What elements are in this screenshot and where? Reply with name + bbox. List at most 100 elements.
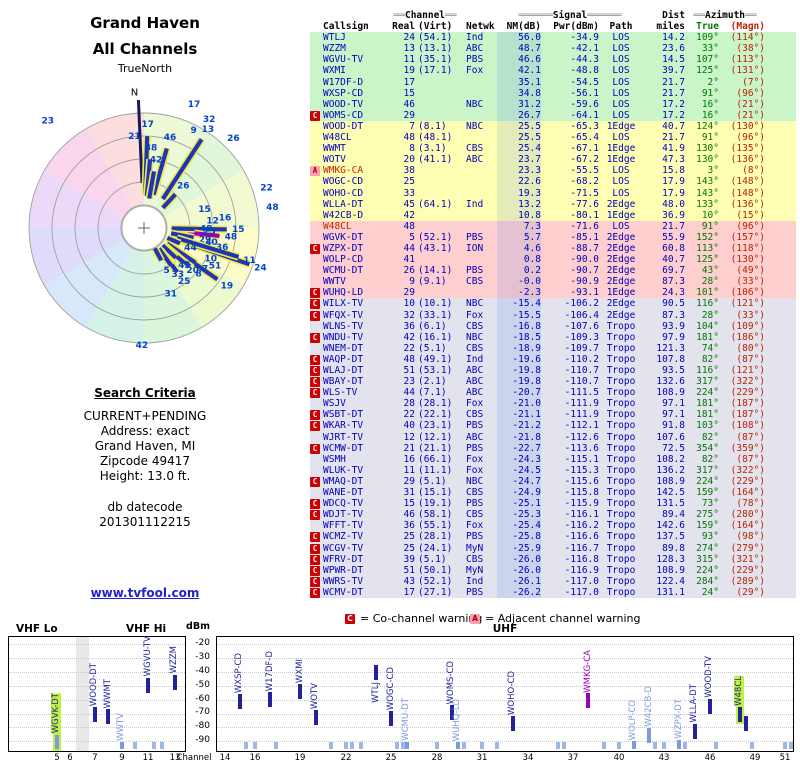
real-channel-cell: 46 [403, 98, 415, 110]
azimuth-magn-cell: (130°) [730, 254, 765, 266]
nm-db-cell: -18.9 [497, 342, 541, 354]
nm-db-cell: -26.0 [497, 564, 541, 576]
dbm-axis-tick: -70 [195, 707, 210, 717]
network-cell: PBS [466, 531, 484, 543]
channel-tick: 46 [704, 753, 716, 763]
callsign-cell: WCMV-DT [323, 586, 364, 598]
grid-line [9, 657, 185, 659]
nm-db-cell: -21.8 [497, 431, 541, 443]
callsign-cell: WOLP-CD [323, 254, 364, 266]
azimuth-magn-cell: (106°) [730, 287, 765, 299]
channel-number-label: 31 [164, 290, 177, 300]
real-channel-cell: 16 [403, 453, 415, 465]
nm-db-cell: -24.9 [497, 487, 541, 499]
network-cell: ABC [466, 376, 484, 388]
distance-cell: 15.8 [662, 165, 685, 177]
adjacent-channel-warning-icon: A [310, 166, 320, 177]
chart-bar-label: WZPX-DT [673, 698, 684, 739]
tvfool-link[interactable]: www.tvfool.com [90, 586, 200, 600]
table-row: WGVK-DT 5 (52.1) PBS 5.7 -85.1 2Edge 55.9 152° (1… [310, 231, 796, 243]
path-cell: LOS [612, 76, 630, 88]
uhf-signal-chart: WTLJ WXMI W17DF-D WXSP-CD WOOD-TV WOMS-CD W48C… [216, 636, 794, 752]
co-channel-warning-text: = Co-channel warning [360, 612, 483, 625]
table-header-row-1: ══Channel══ ══════Signal══════ Dist ══Azimu… [310, 10, 796, 21]
azimuth-magn-cell: (78°) [736, 498, 765, 510]
report-title: Grand Haven All Channels [35, 10, 255, 62]
power-dbm-cell: -115.3 [564, 464, 599, 476]
signal-bar [151, 147, 169, 196]
table-row: C WCGV-TV 25 (24.1) MyN -25.9 -116.7 Tropo 89.8 2… [310, 542, 796, 554]
marker-cell: C [310, 509, 323, 521]
path-cell: 2Edge [606, 198, 636, 210]
power-dbm-cell: -90.9 [570, 276, 599, 288]
marker-cell: C [310, 476, 323, 487]
chart-bar [449, 705, 454, 721]
virtual-channel-cell: (33.1) [418, 309, 453, 321]
callsign-cell: WZPX-DT [323, 242, 364, 254]
channel-axis-label: Channel [176, 753, 212, 763]
callsign-cell: WWRS-TV [323, 575, 364, 587]
channel-number-label: 48 [266, 203, 279, 213]
channel-tick: 5 [54, 753, 60, 763]
nm-db-cell: 35.1 [497, 76, 541, 88]
real-channel-cell: 25 [403, 531, 415, 543]
chart-bar [389, 711, 394, 726]
header-path: Path [609, 21, 633, 33]
signal-bar [170, 231, 195, 240]
virtual-channel-cell: (66.1) [418, 453, 453, 465]
azimuth-magn-cell: (96°) [736, 132, 765, 144]
azimuth-magn-cell: (321°) [730, 553, 765, 565]
azimuth-true-cell: 2° [707, 76, 719, 88]
real-channel-cell: 17 [403, 586, 415, 598]
path-cell: Tropo [606, 520, 636, 532]
table-row: WNEM-DT 22 (5.1) CBS -18.9 -109.7 Tropo 121.3 74… [310, 342, 796, 354]
search-criteria-line: Height: 13.0 ft. [99, 469, 191, 483]
nm-db-cell: -19.6 [497, 353, 541, 365]
polar-sector [86, 113, 144, 228]
azimuth-magn-cell: (121°) [730, 298, 765, 310]
nm-db-cell: -24.5 [497, 464, 541, 476]
dbm-axis-tick: -20 [195, 638, 210, 648]
marker-cell: C [310, 409, 323, 421]
nm-db-cell: 0.8 [497, 254, 541, 266]
power-dbm-cell: -111.9 [564, 409, 599, 421]
path-cell: 2Edge [606, 231, 636, 243]
table-row: W48CL 48 7.3 -71.6 LOS 21.7 91° (96°) [310, 220, 796, 232]
chart-bar [556, 742, 561, 749]
callsign-cell: WLLA-DT [323, 198, 364, 210]
virtual-channel-cell: (15.1) [418, 487, 453, 499]
real-channel-cell: 25 [403, 542, 415, 554]
channel-number-label: 9 [190, 126, 196, 136]
grid-line [9, 685, 185, 687]
power-dbm-cell: -109.7 [564, 342, 599, 354]
chart-bar [749, 742, 754, 749]
network-cell: Fox [466, 65, 484, 77]
channel-number-label: 17 [141, 120, 154, 130]
signal-bar [182, 229, 220, 239]
azimuth-magn-cell: (87°) [736, 431, 765, 443]
report-title-line2: All Channels [92, 40, 198, 58]
network-cell: CBS [466, 320, 484, 332]
azimuth-magn-cell: (186°) [730, 331, 765, 343]
distance-cell: 89.8 [662, 542, 685, 554]
virtual-channel-cell: (12.1) [418, 431, 453, 443]
real-channel-cell: 39 [403, 553, 415, 565]
nm-db-cell: -26.1 [497, 575, 541, 587]
chart-bar [647, 727, 651, 743]
real-channel-cell: 22 [403, 409, 415, 421]
chart-bar [480, 742, 485, 749]
distance-cell: 131.1 [656, 586, 685, 598]
true-north-label: TrueNorth [117, 62, 173, 75]
marker-cell: C [310, 354, 323, 365]
table-row: W42CB-D 42 10.8 -80.1 1Edge 36.9 10° (15°) [310, 209, 796, 221]
table-row: WGVU-TV 11 (35.1) PBS 46.6 -44.3 LOS 14.5 107° (1… [310, 54, 796, 66]
table-row: WLNS-TV 36 (6.1) CBS -16.8 -107.6 Tropo 93.9 104… [310, 320, 796, 332]
azimuth-true-cell: 133° [696, 198, 719, 210]
table-row: C WAQP-DT 48 (49.1) Ind -19.6 -110.2 Tropo 107.8… [310, 353, 796, 365]
path-cell: Tropo [606, 509, 636, 521]
callsign-cell: WOGC-CD [323, 176, 364, 188]
chart-bar [743, 715, 748, 731]
real-channel-cell: 51 [403, 564, 415, 576]
real-channel-cell: 15 [403, 87, 415, 99]
table-row: WXMI 19 (17.1) Fox 42.1 -48.8 LOS 39.7 125° (131°… [310, 65, 796, 77]
